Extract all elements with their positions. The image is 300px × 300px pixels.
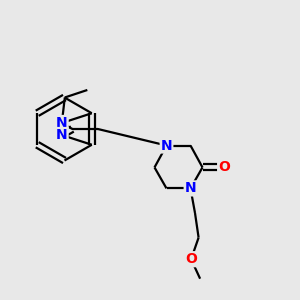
- Text: N: N: [56, 116, 68, 130]
- Text: O: O: [218, 160, 230, 174]
- Text: N: N: [161, 139, 172, 152]
- Text: O: O: [185, 252, 197, 266]
- Text: N: N: [185, 182, 196, 195]
- Text: N: N: [56, 128, 68, 142]
